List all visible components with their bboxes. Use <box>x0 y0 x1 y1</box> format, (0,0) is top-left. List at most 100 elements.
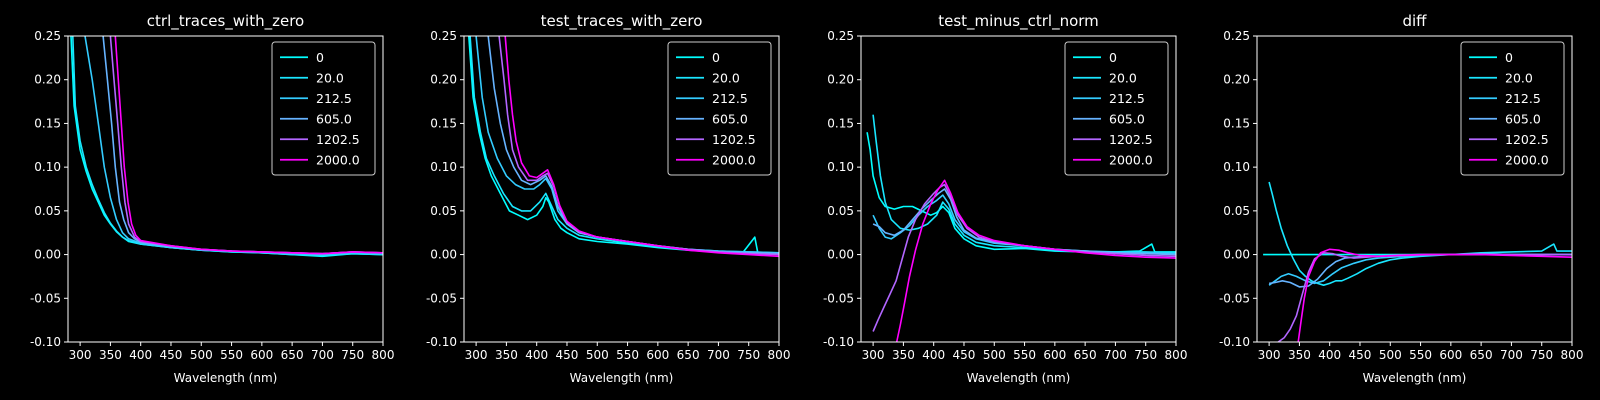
series-line-20.0 <box>1268 181 1572 286</box>
legend-box <box>271 41 376 176</box>
x-tick-label: 400 <box>129 348 152 362</box>
y-tick-label: 0.15 <box>827 116 854 130</box>
axes-frame <box>67 35 384 343</box>
y-tick-label: 0.05 <box>1223 204 1250 218</box>
x-tick-label: 300 <box>862 348 885 362</box>
y-tick-label: 0.20 <box>1223 73 1250 87</box>
legend-box <box>1064 41 1169 176</box>
x-tick-label: 450 <box>556 348 579 362</box>
y-tick-label: 0.15 <box>34 116 61 130</box>
x-tick-label: 600 <box>1043 348 1066 362</box>
axes-frame <box>1256 35 1573 343</box>
y-tick-label: 0.20 <box>34 73 61 87</box>
x-tick-label: 700 <box>707 348 730 362</box>
x-tick-label: 600 <box>250 348 273 362</box>
legend-label: 1202.5 <box>1505 132 1549 147</box>
x-tick-label: 400 <box>525 348 548 362</box>
legend-label: 20.0 <box>316 70 344 85</box>
legend-label: 1202.5 <box>1109 132 1153 147</box>
y-tick-label: -0.05 <box>823 291 854 305</box>
x-tick-label: 800 <box>768 348 791 362</box>
y-tick-label: 0.00 <box>34 248 61 262</box>
x-tick-label: 350 <box>1288 348 1311 362</box>
chart-panel-3: test_minus_ctrl_norm -0.10 -0.05 0.00 0.05 0.… <box>823 12 1188 385</box>
x-tick-label: 700 <box>1500 348 1523 362</box>
y-tick-label: 0.15 <box>1223 116 1250 130</box>
chart-title: ctrl_traces_with_zero <box>147 12 304 31</box>
y-tick-label: 0.10 <box>34 160 61 174</box>
legend-label: 0 <box>712 50 720 65</box>
chart-panel-4: diff -0.10 -0.05 0.00 0.05 0.10 0.15 0.20 0.25 30… <box>1219 12 1584 385</box>
chart-panel-1: ctrl_traces_with_zero -0.10 -0.05 0.00 0.05 0… <box>30 12 395 385</box>
y-tick-label: 0.05 <box>827 204 854 218</box>
x-tick-label: 650 <box>1470 348 1493 362</box>
x-tick-label: 400 <box>922 348 945 362</box>
x-tick-label: 300 <box>1258 348 1281 362</box>
series-group <box>1263 181 1572 342</box>
x-axis-label: Wavelength (nm) <box>174 371 278 385</box>
x-tick-label: 450 <box>953 348 976 362</box>
y-tick-label: 0.25 <box>34 29 61 43</box>
x-tick-label: 650 <box>677 348 700 362</box>
x-tick-label: 700 <box>1104 348 1127 362</box>
axes-frame <box>860 35 1177 343</box>
y-tick-label: 0.15 <box>430 116 457 130</box>
x-tick-label: 450 <box>1349 348 1372 362</box>
x-tick-label: 650 <box>1074 348 1097 362</box>
x-tick-label: 350 <box>892 348 915 362</box>
legend-label: 212.5 <box>316 91 352 106</box>
legend-label: 20.0 <box>1109 70 1137 85</box>
legend-box <box>1460 41 1565 176</box>
legend-label: 0 <box>1505 50 1513 65</box>
y-tick-label: 0.00 <box>430 248 457 262</box>
x-tick-label: 450 <box>160 348 183 362</box>
chart-panel-2: test_traces_with_zero -0.10 -0.05 0.00 0.05 0… <box>426 12 791 385</box>
x-tick-label: 750 <box>1134 348 1157 362</box>
series-group <box>866 114 1176 342</box>
axes-frame <box>463 35 780 343</box>
y-tick-label: 0.05 <box>430 204 457 218</box>
legend-label: 212.5 <box>712 91 748 106</box>
chart-title: test_minus_ctrl_norm <box>938 12 1099 31</box>
y-tick-label: 0.20 <box>827 73 854 87</box>
x-tick-label: 550 <box>220 348 243 362</box>
x-tick-label: 800 <box>1165 348 1188 362</box>
x-tick-label: 550 <box>1013 348 1036 362</box>
x-tick-label: 500 <box>586 348 609 362</box>
x-tick-label: 350 <box>99 348 122 362</box>
y-tick-label: -0.05 <box>1219 291 1250 305</box>
x-tick-label: 700 <box>311 348 334 362</box>
legend-label: 605.0 <box>316 111 352 126</box>
y-tick-label: 0.05 <box>34 204 61 218</box>
series-group <box>70 36 383 258</box>
x-tick-label: 300 <box>465 348 488 362</box>
legend: 0 20.0 212.5 605.0 1202.5 2000.0 <box>667 41 772 176</box>
legend-label: 1202.5 <box>316 132 360 147</box>
x-tick-label: 550 <box>1409 348 1432 362</box>
y-tick-label: 0.25 <box>1223 29 1250 43</box>
x-tick-label: 500 <box>190 348 213 362</box>
y-tick-label: 0.00 <box>1223 248 1250 262</box>
legend-label: 2000.0 <box>1109 152 1153 167</box>
x-tick-label: 750 <box>341 348 364 362</box>
y-tick-label: 0.10 <box>1223 160 1250 174</box>
series-line-2000.0 <box>1297 248 1572 342</box>
y-tick-label: -0.10 <box>1219 335 1250 349</box>
legend-label: 2000.0 <box>1505 152 1549 167</box>
x-tick-label: 550 <box>616 348 639 362</box>
series-line-2000.0 <box>504 36 779 258</box>
series-line-2000.0 <box>895 179 1176 342</box>
x-tick-label: 600 <box>1439 348 1462 362</box>
chart-title: diff <box>1402 12 1427 30</box>
legend-label: 605.0 <box>1109 111 1145 126</box>
x-tick-label: 750 <box>737 348 760 362</box>
y-tick-label: -0.05 <box>30 291 61 305</box>
x-tick-label: 400 <box>1318 348 1341 362</box>
y-tick-label: 0.10 <box>430 160 457 174</box>
legend-label: 20.0 <box>1505 70 1533 85</box>
legend-label: 0 <box>1109 50 1117 65</box>
series-line-2000.0 <box>114 36 383 255</box>
legend: 0 20.0 212.5 605.0 1202.5 2000.0 <box>1460 41 1565 176</box>
